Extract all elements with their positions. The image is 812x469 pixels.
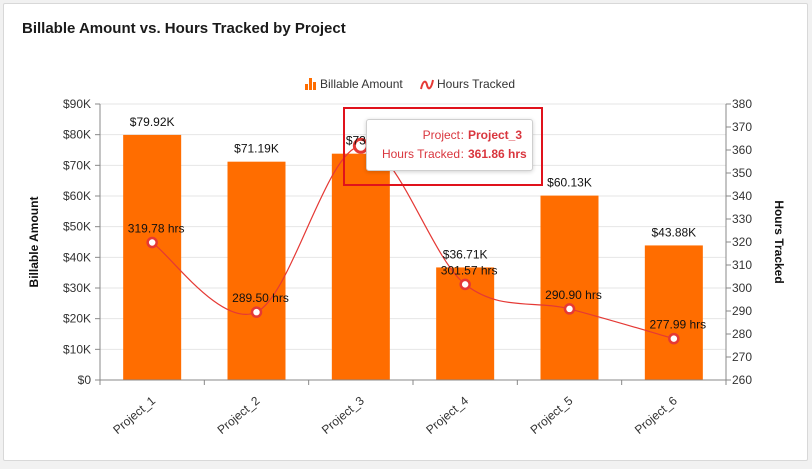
y-tick-label-right: 260 xyxy=(732,373,752,387)
chart-title: Billable Amount vs. Hours Tracked by Pro… xyxy=(22,20,346,37)
bar[interactable] xyxy=(540,195,599,380)
line-data-label: 301.57 hrs xyxy=(441,263,498,277)
line-data-label: 290.90 hrs xyxy=(545,288,602,302)
bar-data-label: $79.92K xyxy=(130,115,175,129)
legend-label-billable-amount: Billable Amount xyxy=(320,77,403,91)
line-chart-icon-path xyxy=(420,79,434,90)
y-tick-label-left: $60K xyxy=(63,189,91,203)
y-tick-label-left: $10K xyxy=(63,342,91,356)
y-tick-label-right: 350 xyxy=(732,166,752,180)
bar-chart-icon-bar xyxy=(309,78,312,90)
y-tick-label-right: 280 xyxy=(732,327,752,341)
x-tick-label: Project_1 xyxy=(110,393,158,437)
bar-data-label: $36.71K xyxy=(443,247,488,261)
x-tick-label: Project_2 xyxy=(215,393,263,437)
tooltip-colon: : xyxy=(460,147,464,161)
y-tick-label-right: 340 xyxy=(732,189,752,203)
chart-tooltip: Project : Project_3 Hours Tracked : 361.… xyxy=(366,119,533,171)
line-data-label: 319.78 hrs xyxy=(128,222,185,236)
y-tick-label-left: $0 xyxy=(78,373,92,387)
y-tick-label-right: 330 xyxy=(732,212,752,226)
x-tick-label: Project_5 xyxy=(528,393,576,437)
bar-data-label: $60.13K xyxy=(547,176,592,190)
tooltip-hours-key: Hours Tracked xyxy=(381,147,460,161)
y-tick-label-left: $20K xyxy=(63,312,91,326)
y-tick-label-right: 370 xyxy=(732,120,752,134)
line-marker[interactable] xyxy=(459,278,471,291)
y-axis-title-right: Hours Tracked xyxy=(772,200,786,283)
y-tick-label-right: 360 xyxy=(732,143,752,157)
bar[interactable] xyxy=(644,245,703,380)
tooltip-project-key: Project xyxy=(422,128,460,142)
line-marker[interactable] xyxy=(250,306,263,318)
legend[interactable]: Billable Amount Hours Tracked xyxy=(305,77,515,91)
y-tick-label-left: $90K xyxy=(63,97,91,111)
x-tick-label: Project_4 xyxy=(423,393,471,437)
bar[interactable] xyxy=(331,153,390,380)
line-data-label: 289.50 hrs xyxy=(232,291,289,305)
y-axis-title-left: Billable Amount xyxy=(27,197,41,288)
legend-item-hours-tracked[interactable]: Hours Tracked xyxy=(420,77,515,91)
bar-series xyxy=(123,134,703,380)
x-tick-label: Project_3 xyxy=(319,393,367,437)
y-tick-label-right: 310 xyxy=(732,258,752,272)
tooltip-hours-value: 361.86 hrs xyxy=(468,147,527,161)
y-tick-label-right: 300 xyxy=(732,281,752,295)
line-data-label: 277.99 hrs xyxy=(649,318,706,332)
line-marker[interactable] xyxy=(563,303,576,315)
x-tick-label: Project_6 xyxy=(632,393,680,437)
line-marker[interactable] xyxy=(668,332,680,345)
bar[interactable] xyxy=(227,161,286,380)
tooltip-colon: : xyxy=(460,128,464,142)
bar-data-label: $71.19K xyxy=(234,142,279,156)
y-tick-label-left: $50K xyxy=(63,220,91,234)
y-tick-label-left: $80K xyxy=(63,128,91,142)
y-tick-label-right: 290 xyxy=(732,304,752,318)
y-tick-label-left: $30K xyxy=(63,281,91,295)
y-tick-label-right: 320 xyxy=(732,235,752,249)
bar[interactable] xyxy=(123,134,182,380)
y-tick-label-right: 270 xyxy=(732,350,752,364)
y-tick-label-left: $70K xyxy=(63,158,91,172)
y-tick-label-right: 380 xyxy=(732,97,752,111)
legend-item-billable-amount[interactable]: Billable Amount xyxy=(305,77,403,91)
legend-label-hours-tracked: Hours Tracked xyxy=(437,77,515,91)
bar-data-label: $43.88K xyxy=(651,225,696,239)
bar-chart-icon-bar xyxy=(313,82,316,90)
line-chart-icon xyxy=(420,79,434,90)
y-tick-label-left: $40K xyxy=(63,250,91,264)
bar-chart-icon xyxy=(305,78,316,90)
line-marker[interactable] xyxy=(146,236,158,249)
bar-chart-icon-bar xyxy=(305,84,308,90)
tooltip-project-value: Project_3 xyxy=(468,128,523,142)
